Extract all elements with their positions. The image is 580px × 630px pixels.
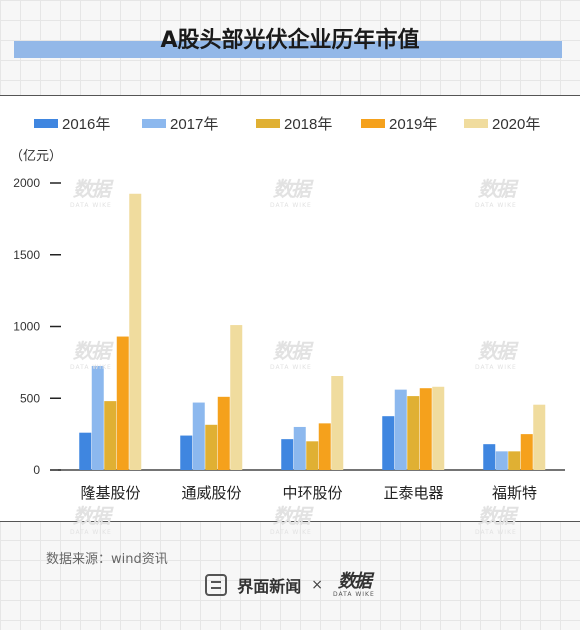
y-axis-label: （亿元） [10,149,62,164]
legend-label: 2020年 [492,116,540,133]
legend-label: 2017年 [170,116,218,133]
x-tick-label: 福斯特 [492,484,537,502]
y-tick-label: 500 [20,391,40,405]
bar [217,396,230,470]
partner-sub: DATA WIKE [332,590,375,598]
bar [281,439,294,470]
x-tick-label: 正泰电器 [383,484,443,502]
legend-swatch [142,119,166,128]
legend-swatch [34,119,58,128]
x-tick-label: 通威股份 [181,484,241,502]
bar [205,424,218,470]
page-title: A股头部光伏企业历年市值 [160,28,420,53]
bar [79,432,92,470]
y-tick-label: 2000 [13,176,40,190]
legend-swatch [256,119,280,128]
source-note: 数据来源：wind资讯 [46,552,168,567]
bar [318,423,331,470]
x-tick-label: 隆基股份 [80,484,140,502]
footer-brand: 界面新闻 × 数据 DATA WIKE [0,570,580,600]
bar [91,365,104,470]
bar [331,376,344,470]
bar-chart: 2016年 2017年 2018年 2019年 2020年 （亿元） 0 500 1000 150… [10,116,565,502]
y-tick-label: 1000 [13,320,40,334]
legend-swatch [361,119,385,128]
bar [407,396,420,470]
brand-name: 界面新闻 [237,577,302,596]
y-tick-label: 1500 [13,248,40,262]
bar [520,434,533,470]
bar [432,386,445,470]
bar [192,402,205,470]
bar [306,441,319,470]
bar [116,336,129,470]
bar [230,325,243,470]
chart-panel: 2016年 2017年 2018年 2019年 2020年 （亿元） 0 500 1000 150… [0,95,580,522]
legend-swatch [464,119,488,128]
legend-label: 2016年 [62,116,110,133]
partner-name: 数据 [337,570,372,592]
bar [483,444,496,470]
bar [382,416,395,470]
bar [394,389,407,470]
jiemian-logo-icon [205,574,228,596]
bar [508,451,521,470]
bar [495,451,508,470]
bar [533,404,546,470]
bar [104,401,117,470]
legend-label: 2019年 [389,116,437,133]
partner-logo: 数据 DATA WIKE [332,570,375,598]
bar [419,388,432,470]
bar [129,193,142,470]
times-symbol: × [311,577,323,593]
bar [293,426,306,470]
x-tick-label: 中环股份 [282,484,342,502]
legend-label: 2018年 [284,116,332,133]
bar [180,435,193,470]
title-band [14,41,562,58]
y-tick-label: 0 [33,463,40,477]
